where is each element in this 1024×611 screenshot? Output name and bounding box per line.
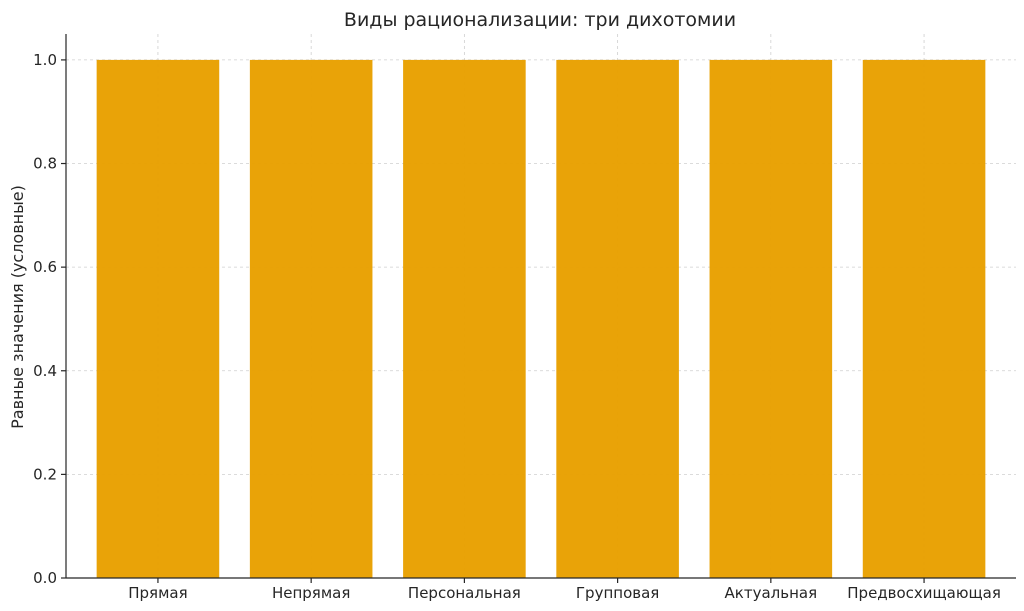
- bar-5: [709, 59, 833, 578]
- x-tick-label: Предвосхищающая: [847, 584, 1001, 602]
- y-axis-label: Равные значения (условные): [8, 185, 27, 429]
- y-tick-label: 0.4: [33, 362, 57, 380]
- bar-6: [862, 59, 986, 578]
- x-tick-label: Групповая: [576, 584, 659, 602]
- x-tick-label: Персональная: [408, 584, 521, 602]
- bar-4: [556, 59, 679, 578]
- y-tick-label: 0.8: [33, 155, 57, 173]
- y-tick-label: 0.2: [33, 465, 57, 483]
- y-tick-label: 0.6: [33, 258, 57, 276]
- y-tick-label: 0.0: [33, 569, 57, 587]
- bars: [96, 59, 986, 578]
- x-tick-label: Актуальная: [725, 584, 818, 602]
- y-tick-label: 1.0: [33, 51, 57, 69]
- bar-3: [403, 59, 526, 578]
- axes: [61, 34, 1016, 583]
- chart-title: Виды рационализации: три дихотомии: [344, 9, 736, 31]
- bar-2: [249, 59, 373, 578]
- bar-1: [96, 59, 220, 578]
- x-tick-labels: Прямая Непрямая Персональная Групповая Актуа…: [128, 584, 1001, 602]
- x-tick-label: Прямая: [128, 584, 187, 602]
- y-tick-labels: 0.0 0.2 0.4 0.6 0.8 1.0: [33, 51, 57, 587]
- x-tick-label: Непрямая: [272, 584, 350, 602]
